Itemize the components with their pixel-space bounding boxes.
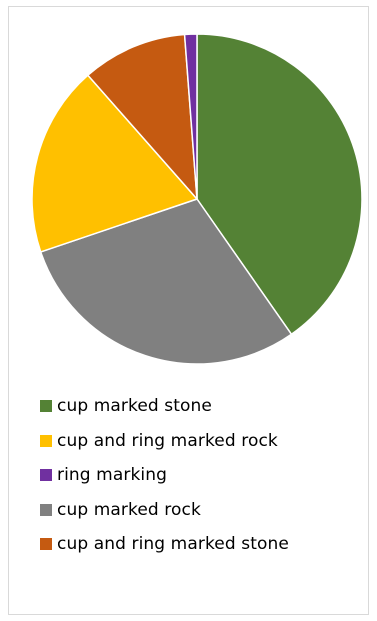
legend-item: cup and ring marked stone [40,534,370,554]
legend-label: cup marked stone [57,396,212,416]
pie-slice-cup-and-ring-marked-rock [31,74,198,253]
pie-slice-ring-marking [183,33,198,200]
legend-item: cup marked stone [40,396,370,416]
legend-swatch [40,469,52,481]
legend-label: ring marking [57,465,167,485]
legend-item: cup and ring marked rock [40,431,370,451]
pie-chart [31,33,363,365]
legend-item: cup marked rock [40,500,370,520]
legend-label: cup marked rock [57,499,201,520]
legend: cup marked stone cup and ring marked rock… [40,396,370,569]
pie-slice-cup-and-ring-marked-stone [87,33,198,200]
legend-swatch [40,434,52,447]
pie-slice-cup-marked-stone [196,33,363,336]
legend-label: cup and ring marked rock [57,430,278,451]
legend-swatch [40,538,52,550]
legend-swatch [40,503,52,516]
legend-swatch [40,400,52,412]
legend-item: ring marking [40,465,370,485]
pie-slice-cup-marked-rock [39,198,293,365]
legend-label: cup and ring marked stone [57,534,289,554]
